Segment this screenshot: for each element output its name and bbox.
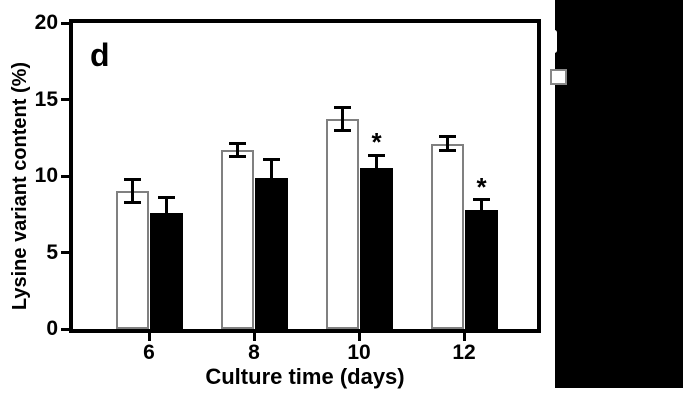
- error-bar-line: [446, 136, 449, 151]
- error-bar-cap-top: [124, 178, 141, 182]
- y-tick-label: 20: [34, 11, 58, 34]
- significance-asterisk: *: [476, 171, 487, 202]
- error-bar-cap-top: [439, 135, 456, 139]
- error-bar-line: [480, 199, 483, 212]
- error-bar-cap-top: [368, 153, 385, 157]
- error-bar-cap-bottom: [334, 129, 351, 133]
- error-bar-line: [341, 107, 344, 131]
- error-bar-cap-top: [263, 157, 280, 161]
- error-bar-cap-bottom: [439, 149, 456, 153]
- x-tick: [252, 333, 256, 341]
- error-bar-cap-bottom: [229, 154, 246, 158]
- cropped-white-glyph: [552, 30, 557, 53]
- cropped-adjacent-panel: [555, 0, 683, 388]
- error-bar-cap-top: [473, 198, 490, 202]
- x-tick-label: 12: [452, 341, 476, 364]
- y-tick: [61, 251, 70, 254]
- error-bar-line: [131, 179, 134, 203]
- error-bar-line: [165, 197, 168, 215]
- y-tick-label: 0: [46, 317, 58, 340]
- bar-filled-bars-10: [360, 168, 393, 329]
- y-tick-label: 10: [34, 164, 58, 187]
- x-tick-label: 10: [347, 341, 371, 364]
- x-tick-label: 6: [143, 341, 155, 364]
- panel-label: d: [90, 37, 110, 73]
- bar-filled-bars-6: [150, 212, 183, 329]
- error-bar-line: [236, 143, 239, 157]
- y-tick: [61, 327, 70, 331]
- error-bar-cap-top: [229, 142, 246, 146]
- bar-open-bars-12: [431, 143, 464, 329]
- y-tick-label: 15: [34, 87, 58, 111]
- x-tick-label: 8: [248, 341, 260, 364]
- significance-asterisk: *: [371, 127, 382, 158]
- bar-filled-bars-12: [465, 209, 498, 329]
- y-tick: [61, 98, 70, 101]
- error-bar-cap-top: [334, 106, 351, 110]
- plot-frame: [69, 19, 541, 333]
- y-tick-label: 5: [46, 240, 58, 264]
- bar-filled-bars-8: [255, 177, 288, 329]
- error-bar-cap-bottom: [124, 201, 141, 205]
- bar-open-bars-8: [221, 149, 254, 329]
- y-tick: [61, 174, 70, 178]
- x-axis-label: Culture time (days): [205, 364, 405, 389]
- y-tick: [61, 21, 70, 25]
- x-tick: [357, 333, 361, 341]
- bar-open-bars-10: [326, 119, 359, 329]
- bar-open-bars-6: [116, 191, 149, 329]
- error-bar-line: [270, 159, 273, 180]
- x-tick: [147, 333, 151, 341]
- legend-open-square-icon: [550, 69, 567, 85]
- error-bar-cap-top: [158, 195, 175, 199]
- x-tick: [462, 333, 466, 341]
- error-bar-line: [375, 155, 378, 171]
